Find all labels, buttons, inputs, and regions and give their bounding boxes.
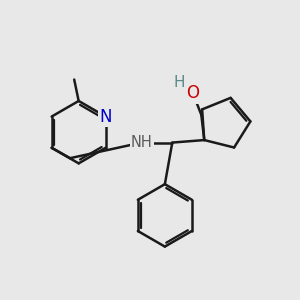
Text: O: O [187,84,200,102]
Text: NH: NH [131,135,153,150]
Text: H: H [174,76,185,91]
Text: N: N [99,108,112,126]
